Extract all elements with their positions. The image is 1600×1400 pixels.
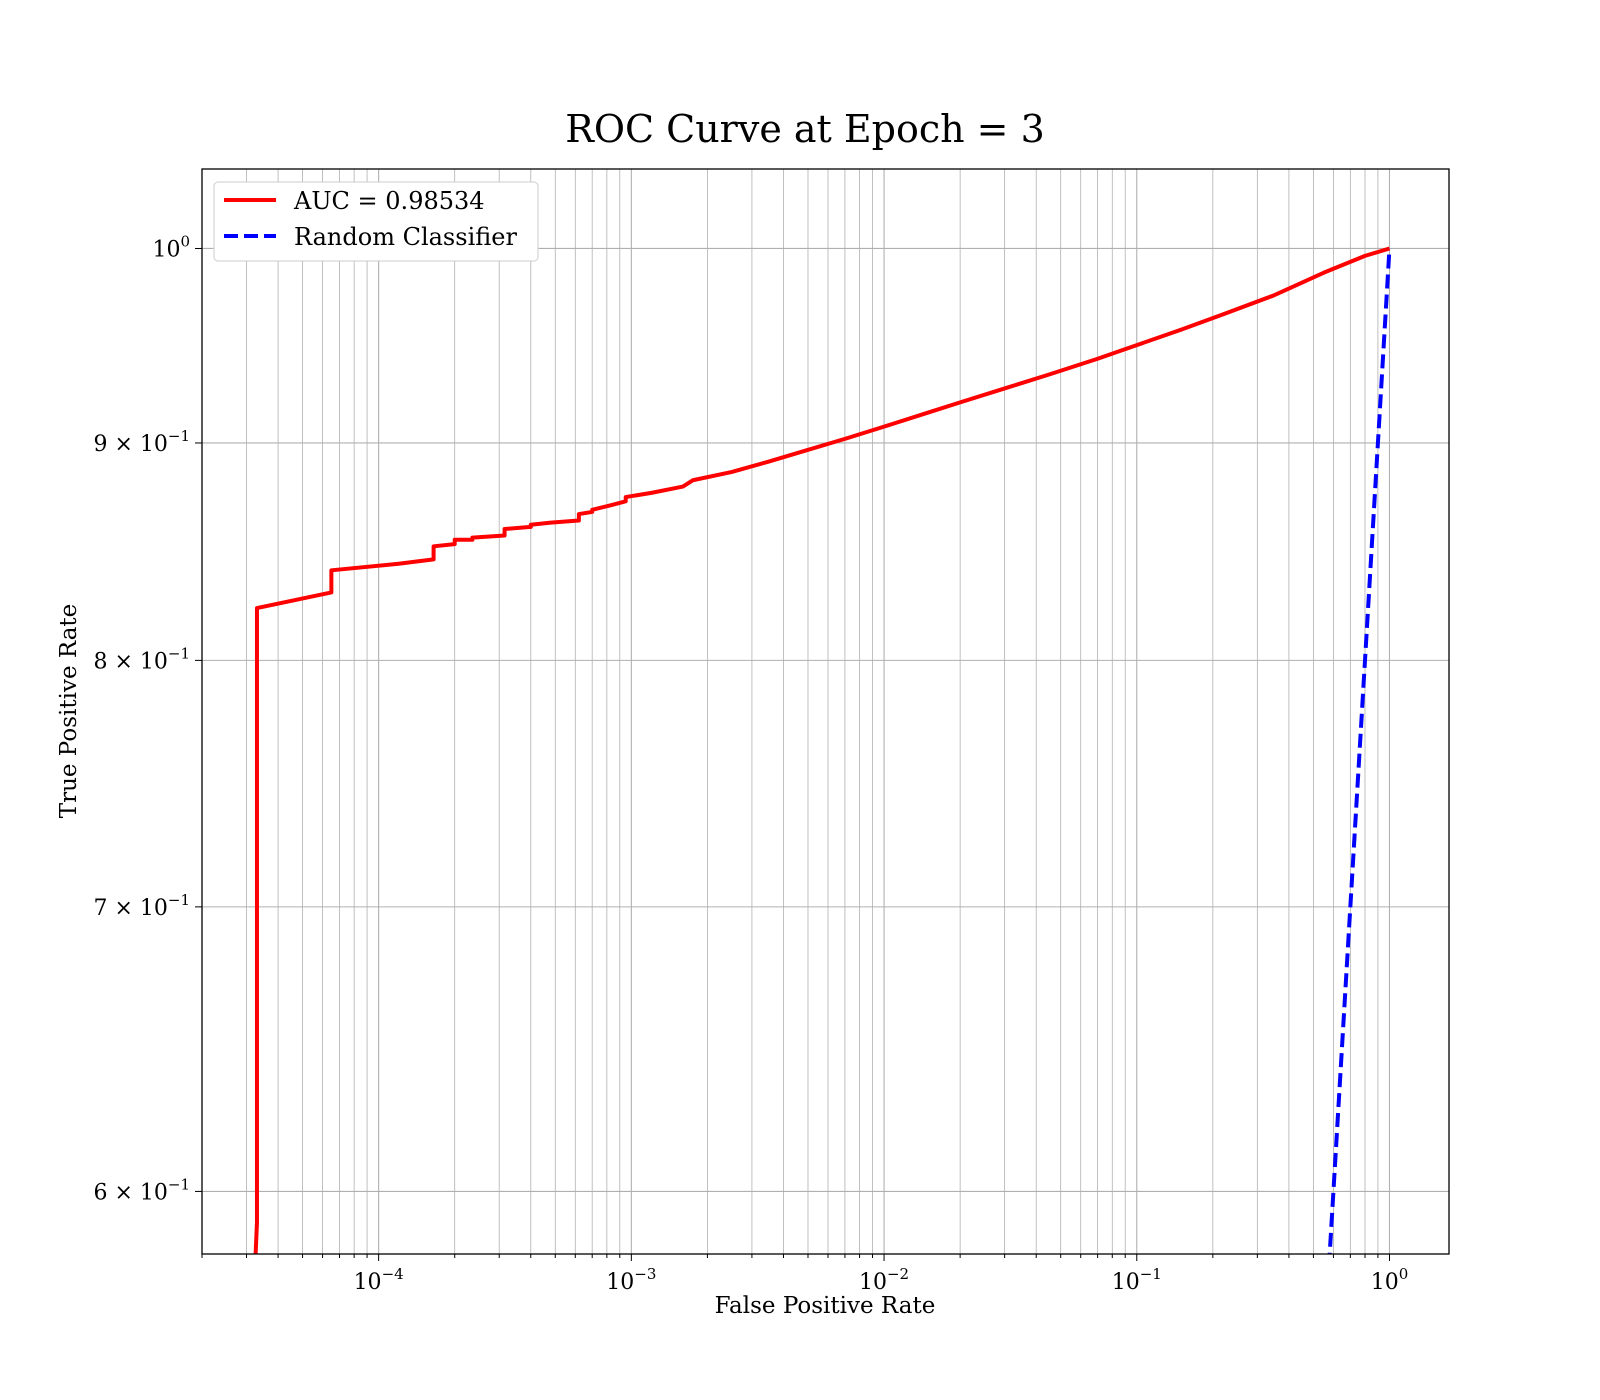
random-classifier-line — [1327, 248, 1392, 1254]
x-tick-label: 10−4 — [354, 1265, 404, 1295]
legend-label-random: Random Classifier — [294, 223, 517, 251]
grid-lines — [201, 169, 1449, 1254]
roc-curve-line — [253, 246, 1391, 1254]
legend-box — [213, 181, 539, 262]
legend: AUC = 0.98534 Random Classifier — [213, 181, 539, 262]
y-axis-label: True Positive Rate — [56, 604, 82, 819]
y-tick-label: 8 × 10−1 — [93, 644, 190, 674]
chart-title: ROC Curve at Epoch = 3 — [565, 107, 1045, 151]
x-tick-label: 100 — [1371, 1265, 1409, 1295]
plot-curves — [253, 246, 1392, 1254]
x-tick-labels: 10−4 10−3 10−2 10−1 100 — [354, 1265, 1409, 1295]
x-tick-label: 10−3 — [606, 1265, 656, 1295]
y-tick-label: 9 × 10−1 — [93, 427, 190, 457]
x-axis-label: False Positive Rate — [715, 1293, 936, 1319]
x-tick-label: 10−1 — [1112, 1265, 1162, 1295]
legend-label-roc: AUC = 0.98534 — [293, 187, 485, 215]
y-tick-label: 6 × 10−1 — [93, 1175, 190, 1205]
y-tick-label: 100 — [152, 232, 190, 262]
axis-ticks — [195, 247, 1390, 1261]
plot-frame — [201, 168, 1450, 1255]
y-tick-label: 7 × 10−1 — [93, 891, 190, 921]
x-tick-label: 10−2 — [859, 1265, 909, 1295]
y-tick-labels: 100 9 × 10−1 8 × 10−1 7 × 10−1 6 × 10−1 — [93, 232, 190, 1205]
